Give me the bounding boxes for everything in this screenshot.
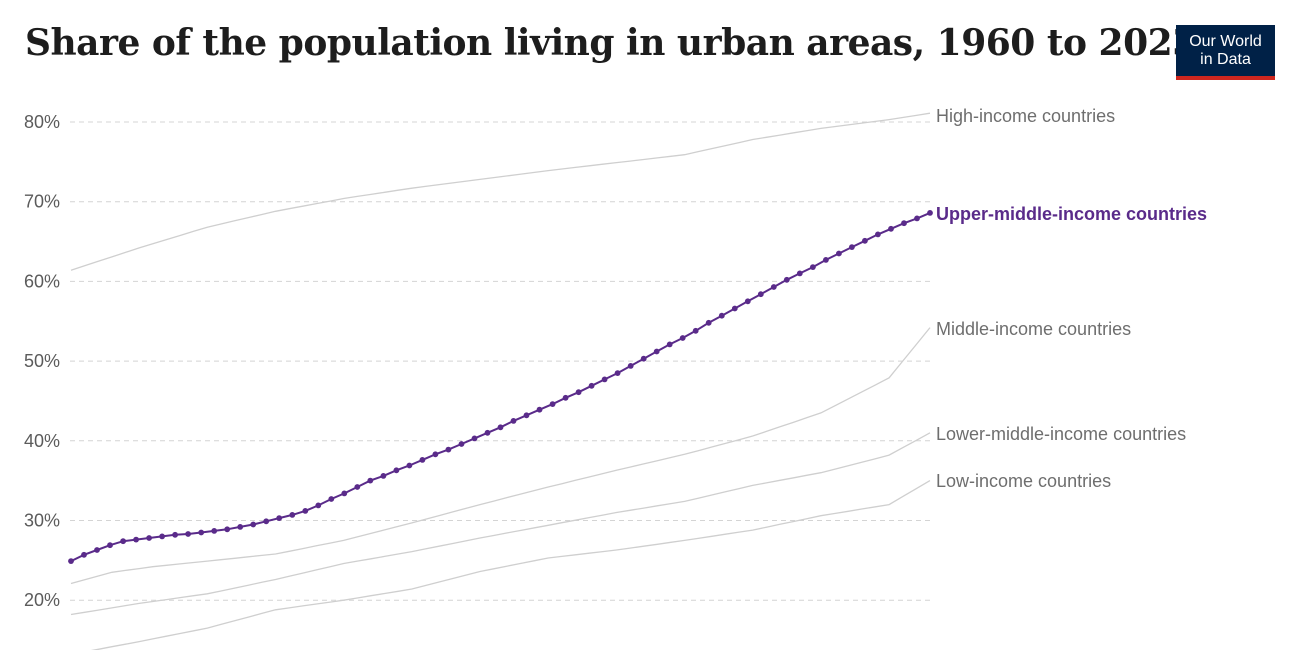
data-point-upper-middle-income-countries-34[interactable] xyxy=(510,418,517,424)
data-point-upper-middle-income-countries-64[interactable] xyxy=(901,220,907,227)
data-point-upper-middle-income-countries-55[interactable] xyxy=(783,276,790,283)
data-point-upper-middle-income-countries-22[interactable] xyxy=(354,484,361,490)
data-point-upper-middle-income-countries-25[interactable] xyxy=(393,467,400,474)
chart-title: Share of the population living in urban … xyxy=(25,22,1197,64)
data-point-upper-middle-income-countries-58[interactable] xyxy=(823,257,829,263)
data-point-upper-middle-income-countries-3[interactable] xyxy=(107,542,113,549)
data-point-upper-middle-income-countries-13[interactable] xyxy=(237,524,244,530)
data-point-upper-middle-income-countries-6[interactable] xyxy=(146,535,153,541)
data-point-upper-middle-income-countries-8[interactable] xyxy=(172,531,179,538)
data-point-upper-middle-income-countries-23[interactable] xyxy=(367,477,374,484)
data-point-upper-middle-income-countries-61[interactable] xyxy=(862,237,868,244)
data-point-upper-middle-income-countries-37[interactable] xyxy=(549,401,556,407)
data-point-upper-middle-income-countries-16[interactable] xyxy=(276,515,283,521)
data-point-upper-middle-income-countries-35[interactable] xyxy=(523,412,530,419)
series-label-upper-middle-income-countries[interactable]: Upper-middle-income countries xyxy=(936,204,1207,224)
data-point-upper-middle-income-countries-30[interactable] xyxy=(458,441,465,447)
data-point-upper-middle-income-countries-59[interactable] xyxy=(836,250,842,257)
data-point-upper-middle-income-countries-1[interactable] xyxy=(81,551,87,558)
data-point-upper-middle-income-countries-39[interactable] xyxy=(575,389,582,396)
data-point-upper-middle-income-countries-63[interactable] xyxy=(888,225,894,232)
series-label-middle-income-countries[interactable]: Middle-income countries xyxy=(936,319,1131,339)
data-point-upper-middle-income-countries-10[interactable] xyxy=(198,529,205,536)
data-point-upper-middle-income-countries-0[interactable] xyxy=(68,558,74,564)
data-point-upper-middle-income-countries-54[interactable] xyxy=(770,284,777,290)
series-line-lower-middle-income-countries[interactable] xyxy=(70,432,931,616)
data-point-upper-middle-income-countries-31[interactable] xyxy=(471,435,478,442)
data-point-upper-middle-income-countries-19[interactable] xyxy=(315,502,322,509)
logo-line-2: in Data xyxy=(1200,51,1251,68)
data-point-upper-middle-income-countries-47[interactable] xyxy=(679,335,686,341)
data-point-upper-middle-income-countries-66[interactable] xyxy=(927,210,933,216)
data-point-upper-middle-income-countries-38[interactable] xyxy=(562,394,569,401)
data-point-upper-middle-income-countries-62[interactable] xyxy=(875,231,881,238)
y-tick-label-20: 20% xyxy=(24,590,60,610)
series-label-low-income-countries[interactable]: Low-income countries xyxy=(936,471,1111,491)
data-point-upper-middle-income-countries-26[interactable] xyxy=(406,462,413,469)
data-point-upper-middle-income-countries-49[interactable] xyxy=(705,319,712,326)
y-tick-label-70: 70% xyxy=(24,192,60,212)
data-point-upper-middle-income-countries-28[interactable] xyxy=(432,451,439,458)
data-point-upper-middle-income-countries-43[interactable] xyxy=(627,363,634,369)
data-point-upper-middle-income-countries-15[interactable] xyxy=(263,518,270,525)
data-point-upper-middle-income-countries-12[interactable] xyxy=(224,526,231,533)
data-point-upper-middle-income-countries-53[interactable] xyxy=(757,291,764,298)
data-point-upper-middle-income-countries-33[interactable] xyxy=(497,424,504,431)
y-tick-label-60: 60% xyxy=(24,271,60,291)
data-point-upper-middle-income-countries-57[interactable] xyxy=(810,264,816,270)
our-world-in-data-logo[interactable]: Our World in Data xyxy=(1176,25,1275,80)
data-point-upper-middle-income-countries-46[interactable] xyxy=(666,341,673,348)
data-point-upper-middle-income-countries-17[interactable] xyxy=(289,512,296,518)
data-point-upper-middle-income-countries-44[interactable] xyxy=(640,355,647,362)
data-point-upper-middle-income-countries-41[interactable] xyxy=(601,376,608,383)
series-line-low-income-countries[interactable] xyxy=(71,480,931,650)
data-point-upper-middle-income-countries-51[interactable] xyxy=(731,305,738,312)
data-point-upper-middle-income-countries-60[interactable] xyxy=(849,244,855,251)
y-tick-label-50: 50% xyxy=(24,351,60,371)
data-point-upper-middle-income-countries-4[interactable] xyxy=(120,538,126,545)
logo-line-1: Our World xyxy=(1189,33,1262,50)
data-point-upper-middle-income-countries-40[interactable] xyxy=(588,382,595,389)
data-point-upper-middle-income-countries-52[interactable] xyxy=(744,298,751,305)
data-point-upper-middle-income-countries-42[interactable] xyxy=(614,370,621,376)
data-point-upper-middle-income-countries-14[interactable] xyxy=(250,521,257,528)
data-point-upper-middle-income-countries-56[interactable] xyxy=(796,270,803,277)
data-point-upper-middle-income-countries-5[interactable] xyxy=(133,536,140,543)
data-point-upper-middle-income-countries-2[interactable] xyxy=(94,547,100,553)
data-point-upper-middle-income-countries-45[interactable] xyxy=(653,348,660,355)
data-point-upper-middle-income-countries-65[interactable] xyxy=(914,215,920,222)
data-point-upper-middle-income-countries-7[interactable] xyxy=(159,533,166,540)
series-label-lower-middle-income-countries[interactable]: Lower-middle-income countries xyxy=(936,424,1186,444)
data-point-upper-middle-income-countries-29[interactable] xyxy=(445,446,452,453)
data-point-upper-middle-income-countries-50[interactable] xyxy=(718,312,725,319)
y-tick-label-30: 30% xyxy=(24,511,60,531)
data-point-upper-middle-income-countries-20[interactable] xyxy=(328,496,335,502)
data-point-upper-middle-income-countries-21[interactable] xyxy=(341,490,348,497)
data-point-upper-middle-income-countries-24[interactable] xyxy=(380,473,387,479)
data-point-upper-middle-income-countries-32[interactable] xyxy=(484,429,491,436)
data-point-upper-middle-income-countries-11[interactable] xyxy=(211,528,218,534)
series-label-high-income-countries[interactable]: High-income countries xyxy=(936,106,1115,126)
data-point-upper-middle-income-countries-18[interactable] xyxy=(302,508,309,514)
y-tick-label-80: 80% xyxy=(24,112,60,132)
data-point-upper-middle-income-countries-9[interactable] xyxy=(185,531,192,537)
data-point-upper-middle-income-countries-36[interactable] xyxy=(536,406,543,413)
y-tick-label-40: 40% xyxy=(24,431,60,451)
series-line-high-income-countries[interactable] xyxy=(70,112,931,271)
data-point-upper-middle-income-countries-27[interactable] xyxy=(419,457,426,463)
data-point-upper-middle-income-countries-48[interactable] xyxy=(692,327,699,334)
series-line-middle-income-countries[interactable] xyxy=(70,327,931,585)
series-line-upper-middle-income-countries[interactable] xyxy=(70,211,931,562)
